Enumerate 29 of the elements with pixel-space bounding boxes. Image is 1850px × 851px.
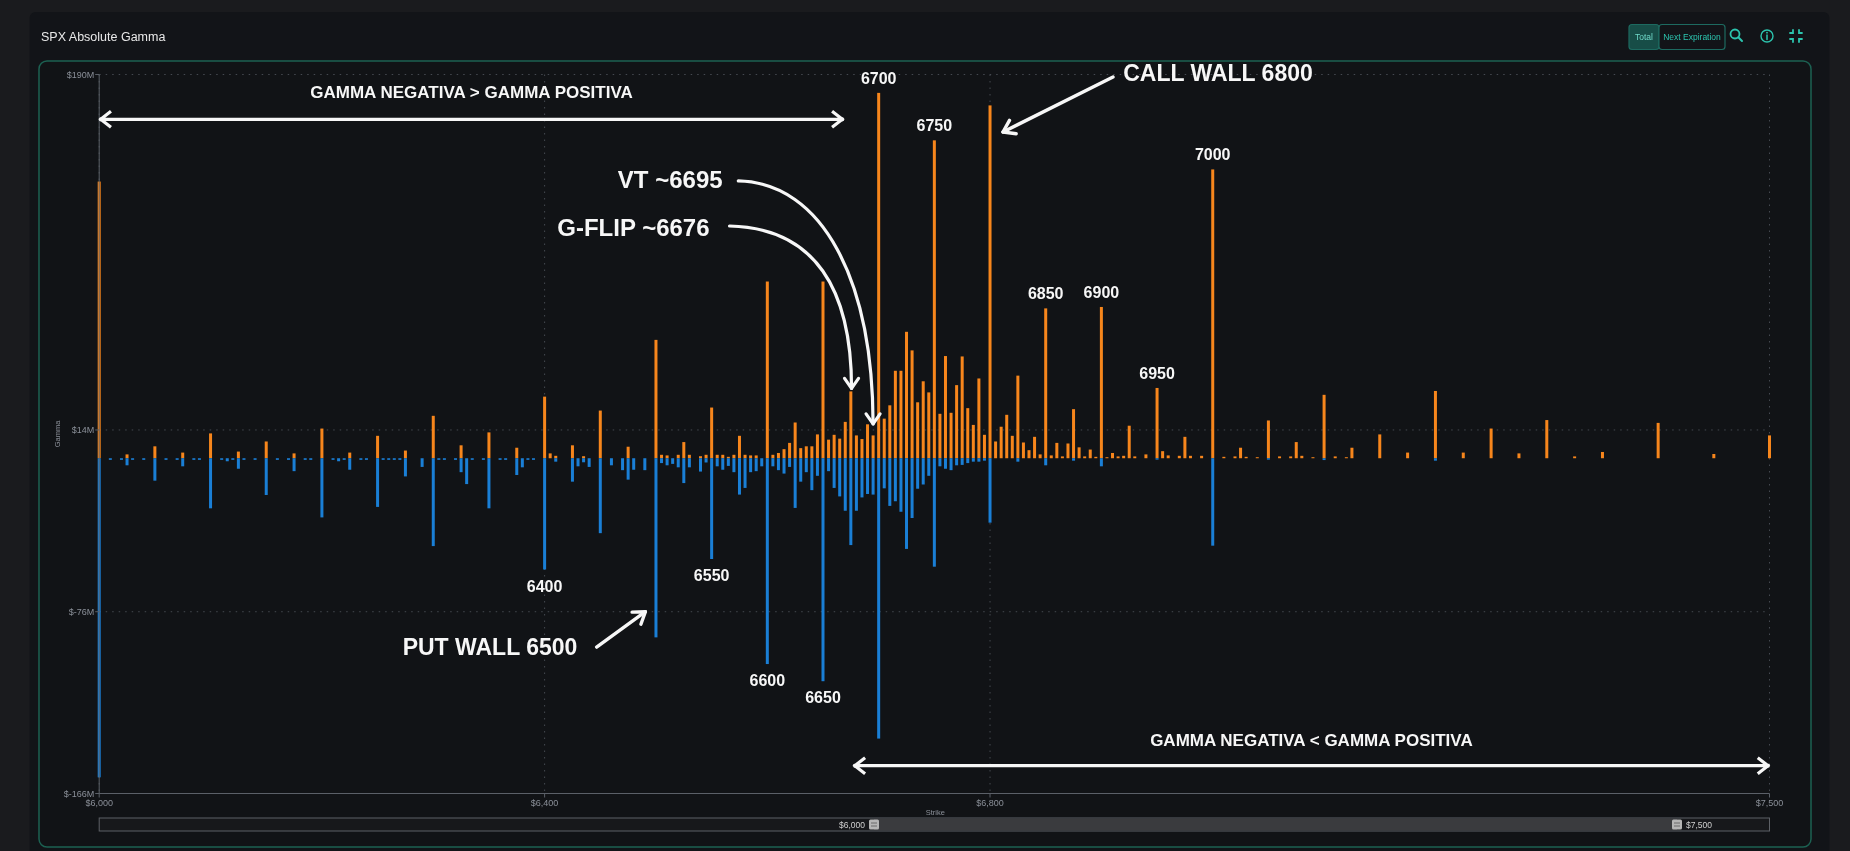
annotation: GAMMA NEGATIVA < GAMMA POSITIVA bbox=[1150, 731, 1473, 750]
annotation: 6550 bbox=[693, 567, 730, 585]
text: $7,500 bbox=[1686, 819, 1712, 830]
chart-title: SPX Absolute Gamma bbox=[41, 30, 166, 44]
y-tick-label: $-166M bbox=[63, 788, 95, 799]
y-tick-label: $14M bbox=[71, 424, 95, 435]
text: Total bbox=[1635, 32, 1654, 42]
text: Next Expiration bbox=[1663, 32, 1722, 42]
annotation: G-FLIP ~6676 bbox=[557, 213, 710, 241]
x-tick-label: $6,400 bbox=[530, 797, 559, 808]
annotation: 7000 bbox=[1194, 146, 1231, 164]
annotation: GAMMA NEGATIVA > GAMMA POSITIVA bbox=[310, 83, 633, 102]
annotation: CALL WALL 6800 bbox=[1123, 60, 1313, 87]
annotation: 6900 bbox=[1083, 283, 1120, 301]
x-tick-label: $6,800 bbox=[976, 797, 1004, 808]
y-tick-label: $-76M bbox=[68, 606, 95, 617]
annotation: 6400 bbox=[526, 577, 563, 595]
annotation: PUT WALL 6500 bbox=[402, 634, 578, 660]
annotation: 6950 bbox=[1139, 364, 1175, 382]
annotation: 6850 bbox=[1027, 285, 1064, 303]
annotation: 6650 bbox=[805, 689, 841, 707]
annotation: 6600 bbox=[749, 672, 786, 690]
x-tick-label: $6,000 bbox=[85, 797, 113, 808]
annotation: 6700 bbox=[860, 69, 897, 87]
annotation: VT ~6695 bbox=[617, 165, 723, 193]
x-tick-label: $7,500 bbox=[1755, 797, 1784, 808]
annotation: 6750 bbox=[916, 117, 953, 135]
y-tick-label: $190M bbox=[66, 69, 95, 80]
text: $6,000 bbox=[839, 819, 865, 830]
